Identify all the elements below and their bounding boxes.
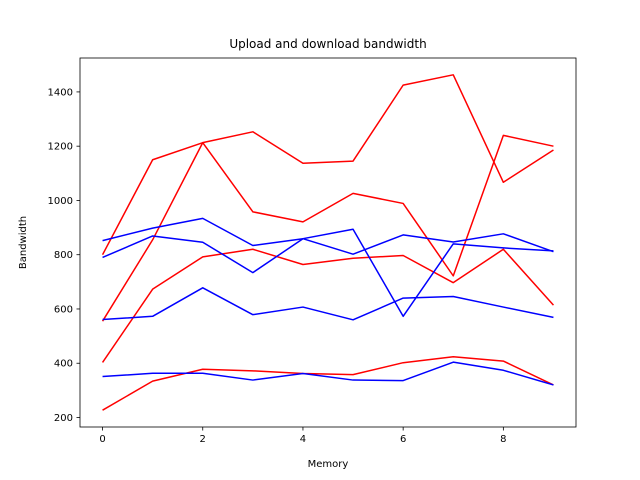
- x-tick-label-0: 0: [99, 434, 105, 445]
- y-tick-label-2: 600: [54, 304, 73, 315]
- x-tick-label-2: 4: [300, 434, 306, 445]
- x-tick-label-1: 2: [200, 434, 206, 445]
- series-line-1: [101, 74, 554, 256]
- series-line-7: [102, 287, 554, 321]
- series-line-2: [101, 134, 554, 322]
- y-tick-label-5: 1200: [48, 142, 73, 153]
- series-line-4: [102, 355, 554, 411]
- chart-title: Upload and download bandwidth: [229, 37, 426, 51]
- plot-frame: [79, 57, 577, 428]
- x-axis-ticks: 0 2 4 6 8: [99, 427, 507, 445]
- series-line-6: [102, 228, 554, 318]
- series-line-8: [102, 361, 554, 386]
- x-axis-label: Memory: [308, 459, 349, 470]
- x-tick-label-4: 8: [500, 434, 506, 445]
- series-line-5: [102, 217, 554, 255]
- y-axis-label: Bandwidth: [18, 216, 29, 269]
- y-tick-label-3: 800: [54, 250, 73, 261]
- series-line-3: [101, 248, 555, 363]
- y-axis-ticks: 200 400 600 800 1000 1200 1400: [48, 87, 80, 424]
- series-layer: [101, 74, 555, 411]
- x-tick-label-3: 6: [400, 434, 406, 445]
- y-tick-label-0: 200: [54, 413, 73, 424]
- y-tick-label-1: 400: [54, 359, 73, 370]
- y-tick-label-6: 1400: [48, 87, 73, 98]
- y-tick-label-4: 1000: [48, 196, 73, 207]
